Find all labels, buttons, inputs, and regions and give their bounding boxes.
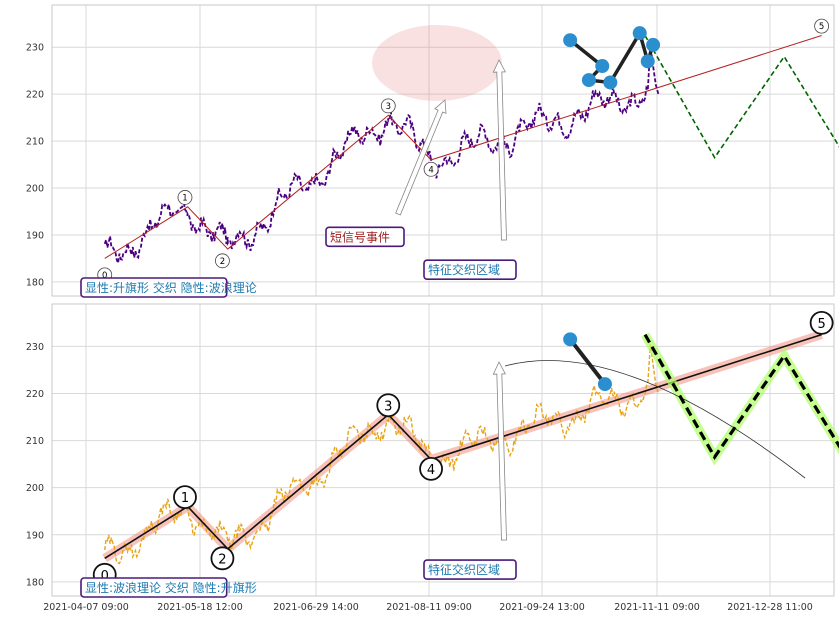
x-tick-label: 2021-12-28 11:00 (727, 602, 813, 613)
y-tick-label: 180 (26, 577, 44, 588)
annotation-label: 特征交织区域 (428, 262, 500, 277)
wave-number-circle (423, 161, 439, 177)
signal-path (569, 28, 655, 85)
wave-number-label: 0 (101, 569, 109, 584)
annotation-box (325, 226, 405, 248)
annotation-label: 短信号事件 (330, 230, 390, 244)
annotation-box (423, 559, 517, 580)
y-tick-label: 190 (26, 230, 44, 241)
y-tick-label: 220 (26, 389, 44, 400)
wave-number-label: 1 (182, 193, 187, 203)
signal-marker (563, 332, 578, 347)
wave-number-circle (177, 190, 193, 205)
y-tick-label: 230 (26, 342, 44, 353)
forecast-line (643, 333, 839, 461)
y-tick-label: 200 (26, 483, 44, 494)
annotation-box (80, 277, 228, 298)
y-tick-label: 220 (26, 90, 44, 101)
wave-number-circle (419, 456, 443, 481)
wave-number-label: 2 (218, 552, 226, 567)
annotation-label: 显性:升旗形 交织 隐性:波浪理论 (85, 280, 257, 295)
y-tick-label: 190 (26, 530, 44, 541)
y-tick-label: 210 (26, 436, 44, 447)
annotation-arrow (492, 361, 507, 541)
y-tick-label: 200 (26, 184, 44, 195)
wave-line (104, 333, 822, 560)
annotation-arrow (395, 99, 447, 216)
forecast-line (644, 35, 839, 160)
top-panel: 180 190 200 210 220 230 0 1 2 3 4 5 短信号事件特征交织区域显性:升旗… (26, 4, 839, 298)
wave-number-circle (809, 310, 834, 335)
wave-number-circle (215, 253, 230, 269)
price-series (104, 343, 660, 565)
signal-marker (563, 33, 578, 48)
y-tick-label: 180 (26, 277, 44, 288)
wave-line (104, 35, 822, 259)
wave-number-label: 4 (427, 463, 435, 478)
wave-number-circle (173, 485, 197, 509)
wave-number-label: 3 (386, 102, 391, 112)
signal-marker (595, 59, 610, 74)
x-tick-label: 2021-09-24 13:00 (499, 602, 585, 613)
grid (52, 5, 834, 296)
signal-marker (646, 37, 661, 52)
signal-marker (597, 377, 612, 392)
wave-number-label: 1 (181, 491, 189, 506)
x-tick-label: 2021-04-07 09:00 (43, 602, 129, 613)
highlight-zone (372, 25, 502, 101)
signal-marker (581, 73, 596, 88)
annotation-label: 显性:波浪理论 交织 隐性:升旗形 (85, 580, 257, 595)
wave-number-label: 5 (819, 22, 824, 32)
plot-frame (51, 303, 835, 597)
annotation-arrow (492, 59, 507, 241)
signal-marker (640, 54, 655, 69)
annotation-box (423, 259, 517, 280)
wave-number-label: 4 (428, 165, 433, 175)
wave-number-circle (380, 98, 396, 114)
wave-number-circle (210, 546, 235, 571)
price-series (103, 44, 660, 267)
wave-number-label: 3 (384, 399, 392, 414)
forecast-arc (504, 360, 806, 479)
plot-frame (51, 4, 835, 297)
x-tick-label: 2021-06-29 14:00 (273, 602, 359, 613)
y-tick-label: 230 (26, 43, 44, 54)
x-tick-label: 2021-08-11 09:00 (386, 602, 472, 613)
y-tick-label: 210 (26, 137, 44, 148)
annotation-label: 特征交织区域 (428, 562, 500, 577)
wave-number-label: 2 (220, 257, 225, 267)
wave-number-circle (376, 393, 401, 418)
x-tick-label: 2021-05-18 12:00 (157, 602, 243, 613)
annotation-box (80, 577, 228, 598)
wave-number-label: 5 (817, 317, 825, 332)
x-tick-label: 2021-11-11 09:00 (614, 602, 700, 613)
signal-path (568, 338, 607, 386)
signal-marker (603, 75, 618, 90)
wave-number-circle (814, 18, 830, 34)
signal-marker (632, 26, 647, 41)
wave-number-label: 0 (102, 271, 107, 281)
x-axis: 2021-04-07 09:00 2021-05-18 12:00 2021-06-… (43, 602, 813, 613)
